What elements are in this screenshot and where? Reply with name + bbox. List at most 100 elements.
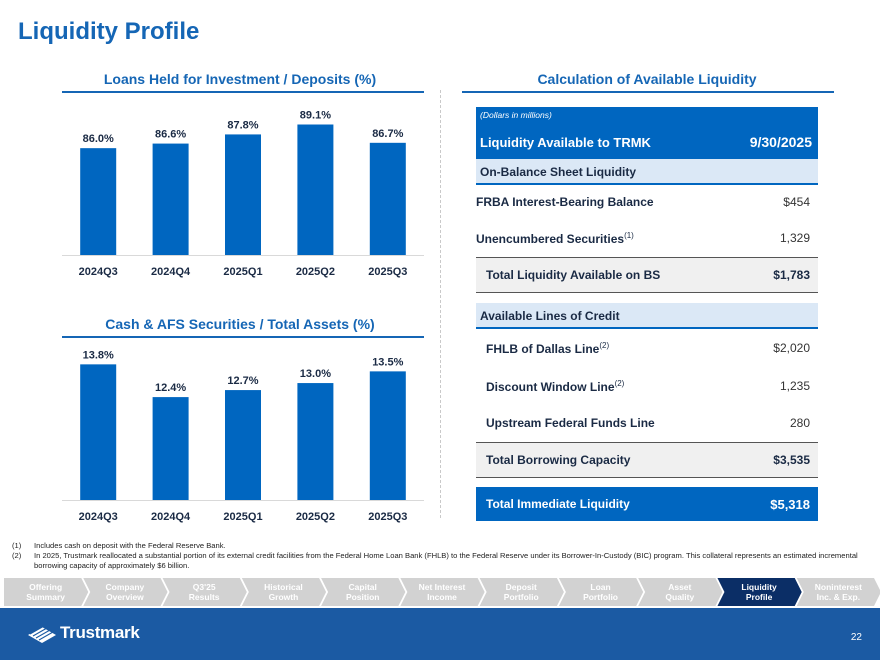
nav-item-label: Capital Position <box>346 582 380 602</box>
footnote-2-number: (2) <box>12 551 22 560</box>
chart2-title: Cash & AFS Securities / Total Assets (%) <box>105 316 375 332</box>
chart1-title-rule <box>62 91 424 93</box>
nav-chevron-shape <box>558 578 644 606</box>
nav-item-noninterest[interactable]: Noninterest Inc. & Exp. <box>803 578 874 606</box>
fhlb-label: FHLB of Dallas Line(2) <box>486 341 609 356</box>
nav-chevron-shape <box>162 578 247 606</box>
section-nav: Offering Summary Company Overview Q3'25 Resul… <box>0 578 880 606</box>
table-section-title: Calculation of Available Liquidity <box>537 71 757 87</box>
upstream-label: Upstream Federal Funds Line <box>486 416 655 430</box>
nav-item-loan[interactable]: Loan Portfolio <box>565 578 636 606</box>
nav-label-line2: Position <box>345 592 380 602</box>
chart1-category-label: 2025Q2 <box>296 266 335 278</box>
nav-item-label: Loan Portfolio <box>583 582 618 602</box>
nav-item-net-interest[interactable]: Net Interest Income <box>406 578 477 606</box>
nav-label-line2: Portfolio <box>583 592 619 602</box>
chart2-category-label: 2025Q2 <box>296 511 335 523</box>
chart2-data-label: 12.4% <box>155 382 186 394</box>
unencumbered-label-text: Unencumbered Securities <box>476 232 625 246</box>
nav-chevron-shape <box>717 578 802 606</box>
nav-chevron-shape <box>321 578 406 606</box>
nav-chevron-shape <box>83 578 168 606</box>
nav-chevron-shape <box>4 578 89 606</box>
nav-item-company[interactable]: Company Overview <box>89 578 160 606</box>
frba-value: $454 <box>783 195 810 209</box>
nav-item-label: Historical Growth <box>264 582 303 602</box>
footnote-1: (1) Includes cash on deposit with the Fe… <box>12 541 872 551</box>
nav-label-line1: Net Interest <box>418 582 466 592</box>
nav-item-historical[interactable]: Historical Growth <box>248 578 319 606</box>
header-date: 9/30/2025 <box>749 134 812 150</box>
trustmark-logo-icon <box>28 625 56 643</box>
footnote-2-text: In 2025, Trustmark reallocated a substan… <box>34 551 858 570</box>
chart2-data-label: 12.7% <box>227 375 258 387</box>
unencumbered-footnote-ref: (1) <box>624 231 634 240</box>
nav-label-line2: Profile <box>745 592 773 602</box>
unencumbered-row: Unencumbered Securities(1) 1,329 <box>476 219 818 255</box>
table-section-rule <box>462 91 834 93</box>
lines-of-credit-header: Available Lines of Credit <box>476 303 818 329</box>
chart2-category-label: 2025Q3 <box>368 511 407 523</box>
chart2-title-rule <box>62 336 424 338</box>
discount-window-label: Discount Window Line(2) <box>486 379 624 394</box>
chart2-bar <box>369 371 406 500</box>
nav-label-line1: Liquidity <box>741 582 777 592</box>
nav-label-line2: Summary <box>26 592 65 602</box>
discount-window-row: Discount Window Line(2) 1,235 <box>476 367 818 403</box>
nav-item-label: Liquidity Profile <box>741 582 776 602</box>
chart1-data-label: 86.7% <box>372 128 403 140</box>
chart1-data-label: 86.0% <box>83 133 114 145</box>
chart1-bar <box>369 142 406 255</box>
chart1-bar <box>225 134 261 255</box>
fhlb-row: FHLB of Dallas Line(2) $2,020 <box>476 329 818 365</box>
nav-label-line1: Historical <box>264 582 303 592</box>
page-number: 22 <box>850 632 862 643</box>
nav-item-label: Deposit Portfolio <box>504 582 539 602</box>
nav-label-line1: Noninterest <box>814 582 862 592</box>
chart-loans-to-deposits: 86.0% 2024Q3 86.6% 2024Q4 87.8% 2025Q1 89.1% 20… <box>62 110 424 278</box>
lines-of-credit-label: Available Lines of Credit <box>480 309 620 323</box>
total-bs-label: Total Liquidity Available on BS <box>486 268 661 282</box>
nav-item-asset[interactable]: Asset Quality <box>644 578 715 606</box>
nav-chevron-shape <box>241 578 327 606</box>
chart2-category-label: 2024Q3 <box>79 511 118 523</box>
total-immediate-label: Total Immediate Liquidity <box>486 497 630 511</box>
nav-label-line1: Asset <box>668 582 692 592</box>
unencumbered-label: Unencumbered Securities(1) <box>476 231 634 246</box>
footnotes: (1) Includes cash on deposit with the Fe… <box>12 541 872 571</box>
footnote-1-text: Includes cash on deposit with the Federa… <box>34 541 226 550</box>
nav-item-q3-25[interactable]: Q3'25 Results <box>169 578 240 606</box>
nav-item-label: Offering Summary <box>26 582 65 602</box>
nav-item-liquidity[interactable]: Liquidity Profile <box>723 578 794 606</box>
total-borrowing-value: $3,535 <box>773 453 810 467</box>
chart1-category-label: 2024Q4 <box>151 266 191 278</box>
chart1-category-label: 2024Q3 <box>79 266 118 278</box>
chart1-category-label: 2025Q1 <box>223 266 262 278</box>
chart2-bar <box>80 364 117 500</box>
upstream-row: Upstream Federal Funds Line 280 <box>476 404 818 440</box>
chart2-bar <box>297 383 334 500</box>
on-balance-sheet-header: On-Balance Sheet Liquidity <box>476 159 818 185</box>
chart2-category-label: 2024Q4 <box>151 511 191 523</box>
logo-text: Trustmark <box>60 623 140 642</box>
total-immediate-row: Total Immediate Liquidity $5,318 <box>476 487 818 521</box>
nav-chevron-shape <box>400 578 485 606</box>
nav-item-offering[interactable]: Offering Summary <box>10 578 81 606</box>
nav-item-capital[interactable]: Capital Position <box>327 578 398 606</box>
total-immediate-value: $5,318 <box>770 497 810 512</box>
nav-label-line1: Q3'25 <box>192 582 216 592</box>
nav-item-label: Noninterest Inc. & Exp. <box>815 582 862 602</box>
nav-item-deposit[interactable]: Deposit Portfolio <box>486 578 557 606</box>
chart1-title: Loans Held for Investment / Deposits (%) <box>103 71 377 87</box>
chart2-category-label: 2025Q1 <box>223 511 262 523</box>
section-divider <box>440 90 441 518</box>
nav-item-label: Asset Quality <box>665 582 694 602</box>
header-label: Liquidity Available to TRMK <box>480 135 651 150</box>
nav-chevrons <box>4 578 880 606</box>
nav-label-line2: Inc. & Exp. <box>816 592 861 602</box>
discount-window-label-text: Discount Window Line <box>486 380 615 394</box>
total-borrowing-row: Total Borrowing Capacity $3,535 <box>476 442 818 478</box>
table-header: Liquidity Available to TRMK 9/30/2025 <box>476 125 818 159</box>
chart1-bar <box>80 148 117 255</box>
chart2-bar <box>225 390 261 500</box>
